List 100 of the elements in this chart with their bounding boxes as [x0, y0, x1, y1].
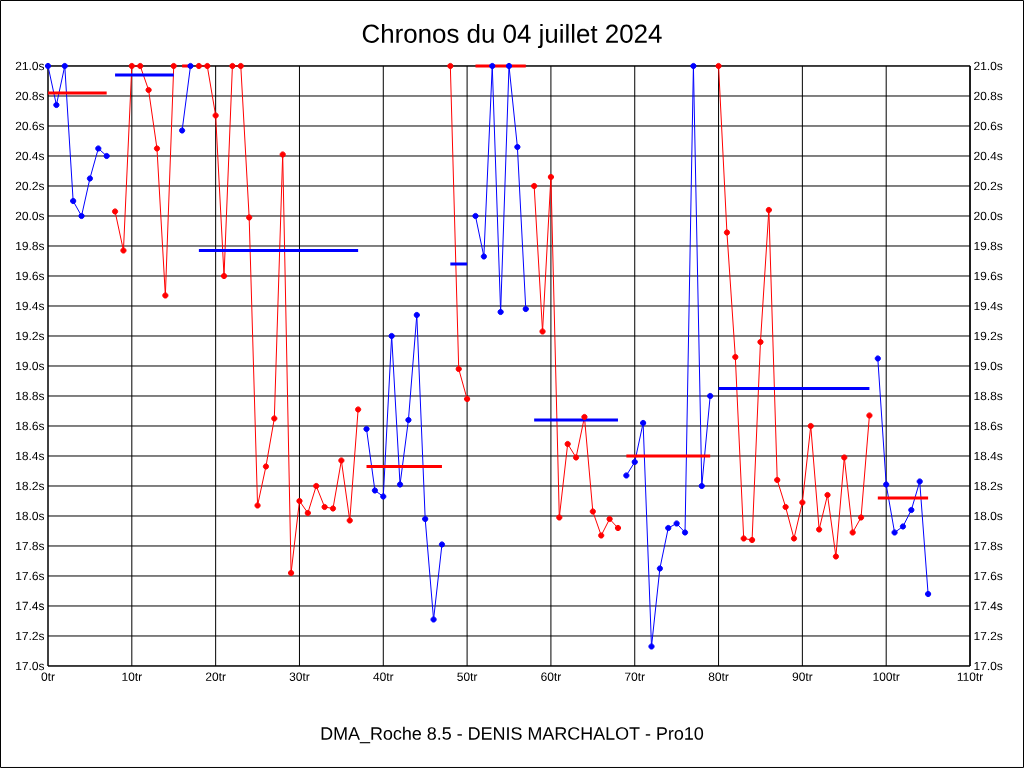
- y-tick-label: 18.0s: [16, 511, 45, 521]
- point: [681, 529, 689, 536]
- y2-tick-label: 17.2s: [974, 631, 1003, 641]
- point: [61, 62, 68, 70]
- y2-tick-label: 20.4s: [974, 151, 1003, 161]
- point: [908, 506, 915, 514]
- point: [405, 416, 412, 424]
- point: [807, 422, 814, 430]
- point: [472, 212, 479, 220]
- point: [740, 535, 747, 542]
- point: [606, 515, 613, 523]
- point: [748, 536, 756, 544]
- y-tick-label: 20.0s: [15, 211, 45, 221]
- point: [648, 643, 655, 650]
- point: [866, 412, 873, 419]
- y2-tick-label: 18.2s: [974, 481, 1003, 491]
- y-tick-label: 17.0s: [16, 661, 45, 671]
- y-tick-label: 18.6s: [16, 421, 45, 431]
- point: [489, 62, 496, 70]
- point: [229, 62, 236, 70]
- point: [187, 62, 194, 70]
- point: [857, 514, 865, 521]
- point: [86, 175, 94, 182]
- point: [757, 338, 764, 346]
- point: [380, 493, 387, 500]
- point: [396, 481, 404, 488]
- point: [120, 247, 127, 254]
- point: [874, 355, 881, 362]
- point: [614, 524, 622, 532]
- y2-tick-label: 17.0s: [974, 661, 1003, 671]
- point: [707, 392, 714, 400]
- point: [539, 328, 546, 335]
- point: [371, 487, 378, 494]
- point: [816, 526, 823, 533]
- point: [438, 541, 446, 548]
- y-tick-label: 19.4s: [16, 301, 45, 311]
- point: [690, 62, 697, 70]
- y-tick-label: 17.2s: [16, 631, 45, 641]
- x-tick-label: 50tr: [457, 672, 478, 681]
- point: [70, 197, 77, 205]
- y2-tick-label: 18.4s: [974, 451, 1003, 461]
- x-tick-label: 40tr: [373, 672, 394, 681]
- y-tick-label: 19.8s: [16, 241, 45, 251]
- point: [572, 454, 580, 461]
- y-tick-label: 17.4s: [16, 601, 45, 611]
- point: [170, 62, 177, 70]
- x-tick-label: 10tr: [122, 672, 142, 681]
- y2-tick-label: 19.6s: [974, 271, 1003, 281]
- y-tick-label: 20.2s: [15, 181, 45, 191]
- point: [522, 305, 529, 313]
- point: [103, 152, 110, 160]
- point: [422, 515, 429, 523]
- y-tick-label: 20.6s: [15, 121, 45, 131]
- point: [195, 62, 202, 70]
- point: [883, 481, 890, 488]
- point: [841, 454, 848, 461]
- point: [321, 503, 328, 511]
- point: [246, 214, 253, 221]
- y2-tick-label: 18.6s: [974, 421, 1003, 431]
- point: [220, 272, 228, 280]
- point: [832, 553, 839, 560]
- point: [790, 535, 798, 542]
- point: [564, 440, 571, 448]
- point: [346, 517, 353, 524]
- point: [765, 206, 772, 214]
- point: [153, 145, 161, 152]
- point: [313, 482, 320, 490]
- point: [212, 112, 219, 119]
- point: [673, 520, 680, 527]
- y-tick-label: 20.8s: [15, 91, 45, 101]
- point: [497, 308, 504, 316]
- x-tick-label: 90tr: [792, 672, 813, 681]
- point: [338, 457, 345, 464]
- chart-title: Chronos du 04 juillet 2024: [362, 23, 662, 49]
- point: [824, 491, 831, 499]
- y-tick-label: 21.0s: [15, 61, 45, 71]
- point: [162, 292, 169, 299]
- y-tick-label: 18.4s: [16, 451, 45, 461]
- y-tick-label: 17.8s: [16, 541, 45, 551]
- x-tick-label: 20tr: [205, 672, 226, 681]
- y2-tick-label: 20.8s: [974, 91, 1003, 101]
- point: [698, 482, 705, 490]
- x-tick-label: 60tr: [541, 672, 562, 681]
- y2-tick-label: 20.6s: [974, 121, 1003, 131]
- y2-tick-label: 20.0s: [974, 211, 1003, 221]
- y2-tick-label: 17.6s: [974, 571, 1003, 581]
- point: [514, 143, 521, 151]
- x-tick-label: 110tr: [957, 672, 983, 681]
- point: [556, 514, 563, 521]
- point: [145, 86, 152, 94]
- point: [44, 62, 52, 70]
- y2-tick-label: 19.2s: [974, 331, 1003, 341]
- y-tick-label: 20.4s: [15, 151, 45, 161]
- x-tick-label: 80tr: [708, 672, 729, 681]
- point: [916, 478, 923, 485]
- y-tick-label: 18.2s: [16, 481, 45, 491]
- point: [430, 616, 437, 623]
- point: [355, 406, 362, 413]
- point: [480, 253, 487, 260]
- point: [388, 332, 395, 340]
